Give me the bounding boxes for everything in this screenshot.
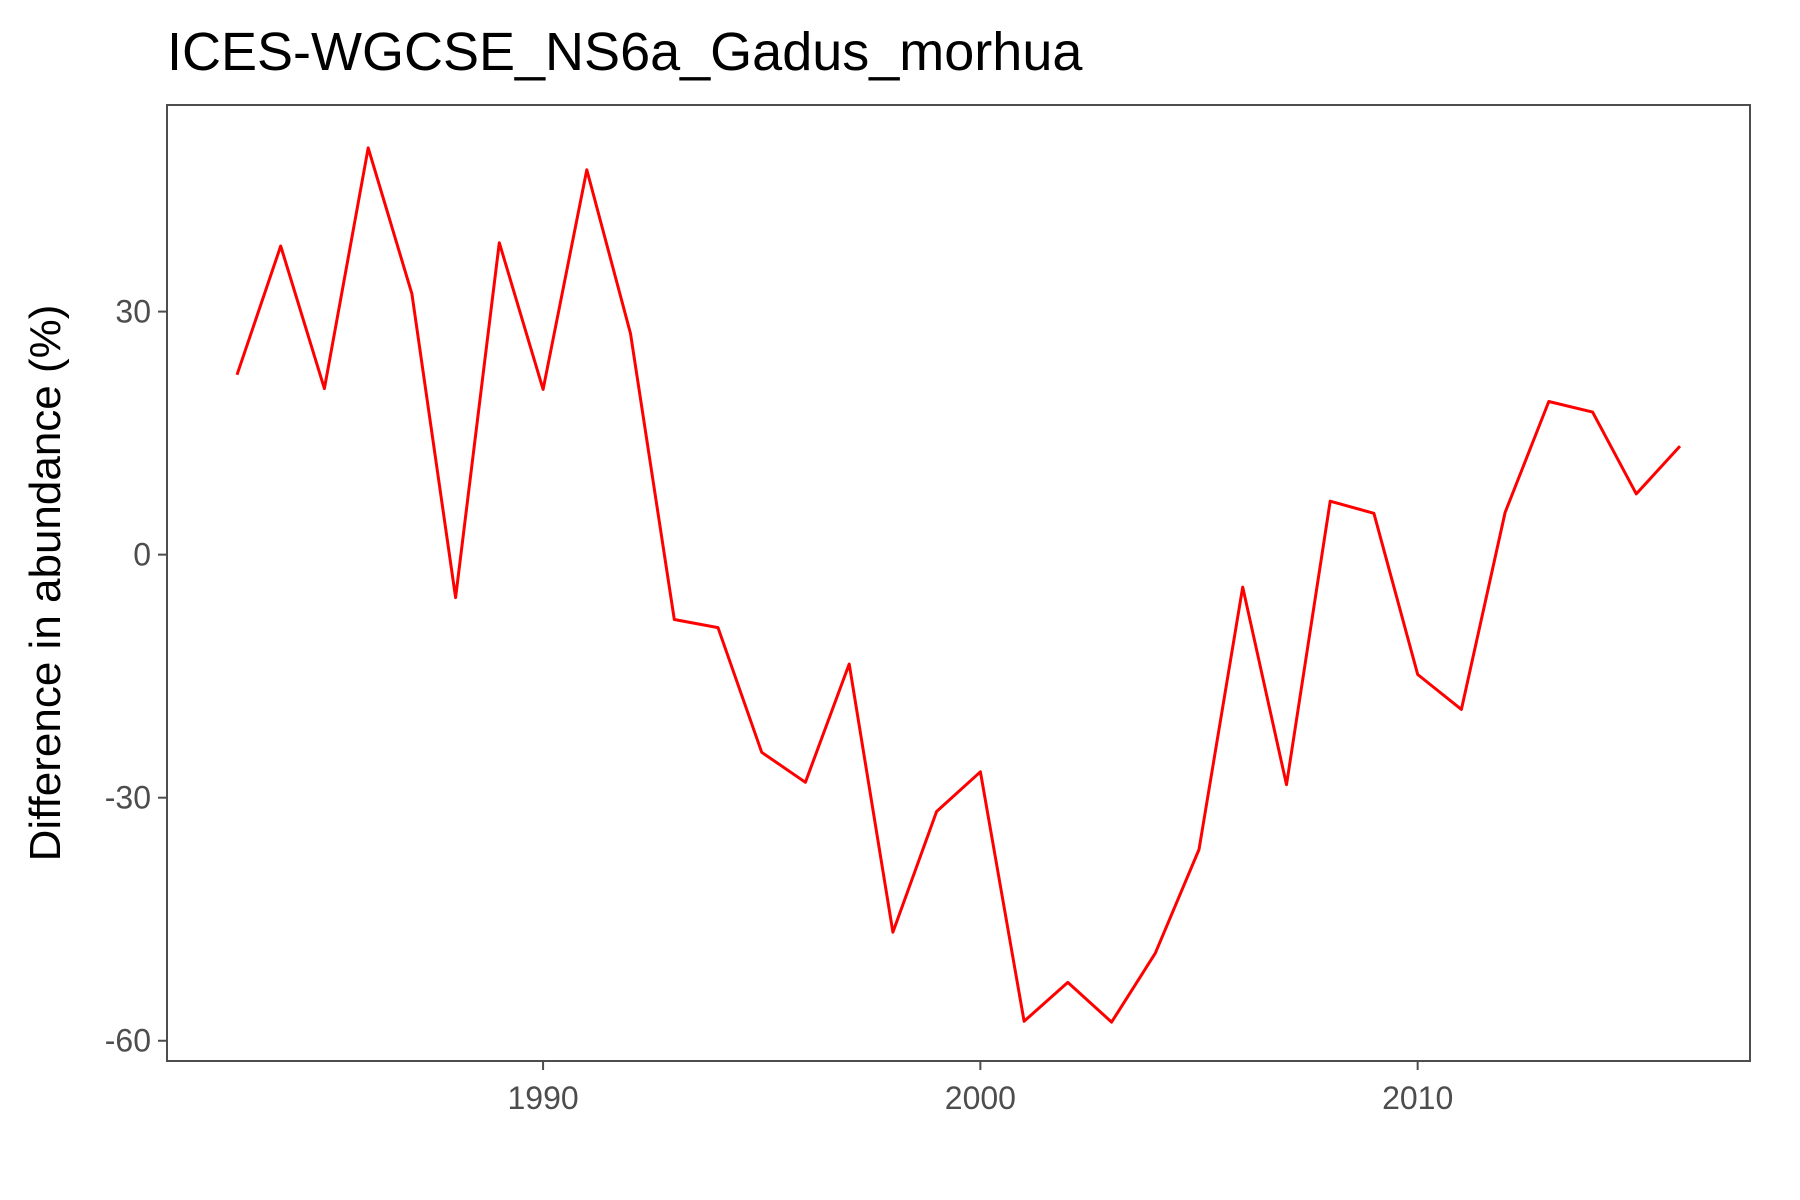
y-axis-label: Difference in abundance (%) [21, 305, 70, 862]
plot-panel [166, 104, 1751, 1062]
x-tick-label: 2010 [1382, 1080, 1453, 1116]
y-tick-label: 0 [133, 537, 151, 573]
series-layer [235, 146, 1682, 1024]
y-tick-label: -30 [105, 780, 151, 816]
series-line [235, 146, 1682, 1024]
x-tick-label: 2000 [945, 1080, 1016, 1116]
chart-title: ICES-WGCSE_NS6a_Gadus_morhua [167, 22, 1083, 82]
x-axis: 1990 2000 2010 [507, 1061, 1453, 1116]
y-tick-label: -60 [105, 1023, 151, 1059]
x-tick-label: 1990 [507, 1080, 578, 1116]
y-tick-label: 30 [115, 294, 151, 330]
y-axis: 30 0 -30 -60 [105, 294, 167, 1059]
